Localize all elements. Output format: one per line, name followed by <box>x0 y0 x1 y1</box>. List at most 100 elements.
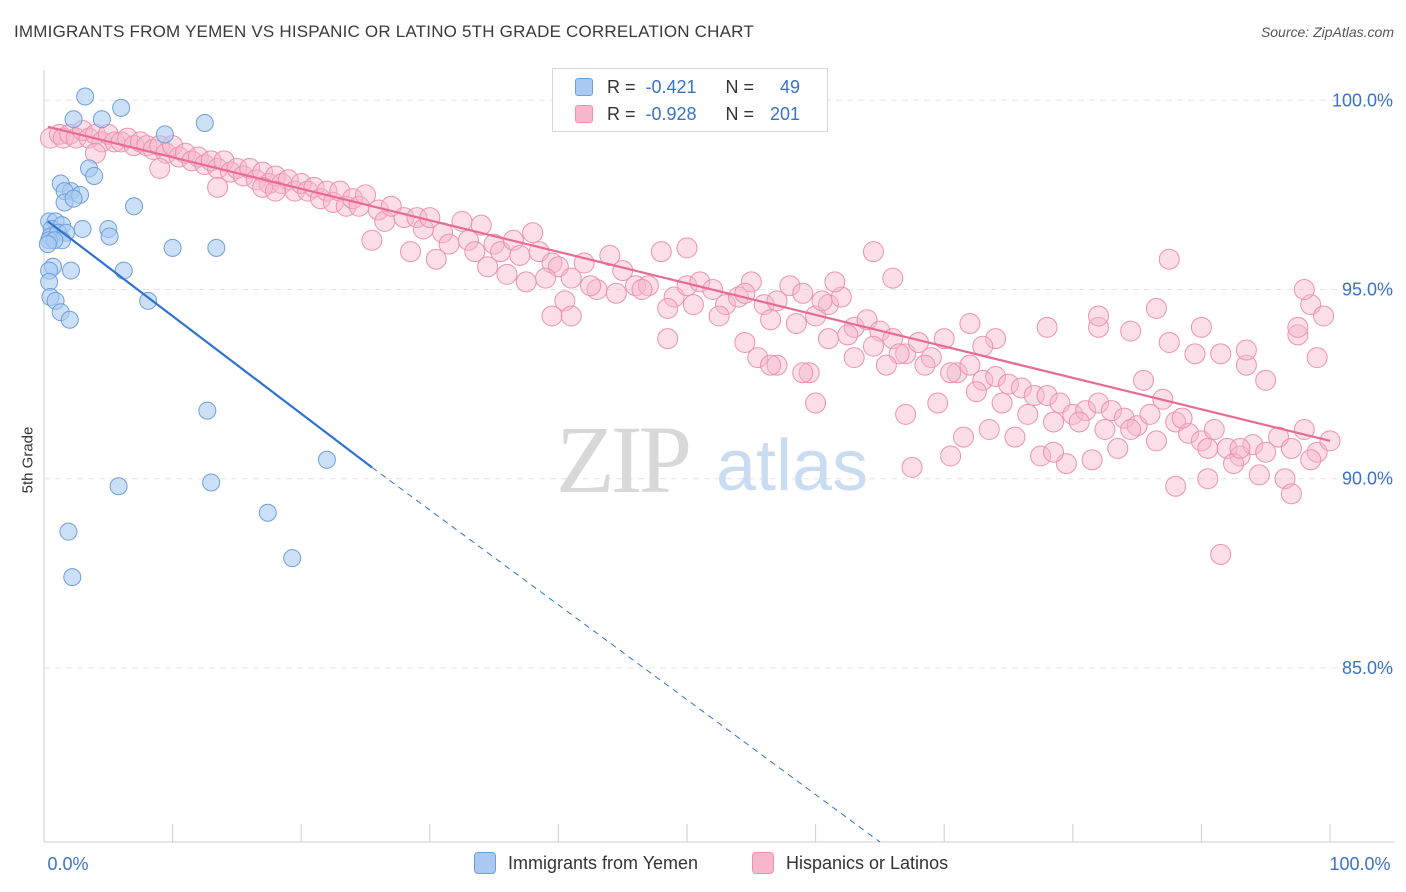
point-hispanic <box>625 275 647 297</box>
point-hispanic <box>1293 419 1315 441</box>
point-hispanic <box>862 241 884 263</box>
point-hispanic <box>1235 339 1257 361</box>
point-hispanic <box>1017 403 1039 425</box>
point-hispanic <box>1120 320 1142 342</box>
r-value: -0.928 <box>645 103 697 124</box>
point-hispanic <box>239 157 261 179</box>
point-hispanic <box>837 324 859 346</box>
watermark-atlas: atlas <box>716 426 868 506</box>
point-hispanic <box>477 256 499 278</box>
point-hispanic <box>940 445 962 467</box>
point-hispanic <box>862 335 884 357</box>
point-hispanic <box>760 309 782 331</box>
point-hispanic <box>1139 403 1161 425</box>
point-hispanic <box>682 294 704 316</box>
point-hispanic <box>747 347 769 369</box>
point-hispanic <box>509 244 531 266</box>
n-label: N = <box>725 76 755 97</box>
point-hispanic <box>715 294 737 316</box>
point-hispanic <box>605 282 627 304</box>
point-hispanic <box>708 305 730 327</box>
point-hispanic <box>740 271 762 293</box>
point-hispanic <box>952 426 974 448</box>
point-hispanic <box>940 362 962 384</box>
point-hispanic <box>985 366 1007 388</box>
point-hispanic <box>972 369 994 391</box>
point-hispanic <box>515 271 537 293</box>
point-hispanic <box>1158 248 1180 270</box>
point-hispanic <box>1255 441 1277 463</box>
r-value: -0.421 <box>645 76 697 97</box>
y-tick-label: 90.0% <box>1342 469 1393 489</box>
r-label: R = <box>607 103 636 124</box>
point-hispanic <box>1165 475 1187 497</box>
chart-title: IMMIGRANTS FROM YEMEN VS HISPANIC OR LAT… <box>14 22 754 41</box>
point-hispanic <box>1203 419 1225 441</box>
point-hispanic <box>1313 305 1335 327</box>
point-yemen <box>63 568 82 587</box>
point-hispanic <box>1287 324 1309 346</box>
point-yemen <box>85 166 104 185</box>
point-hispanic <box>805 392 827 414</box>
point-hispanic <box>361 229 383 251</box>
point-hispanic <box>824 271 846 293</box>
watermark: ZIP atlas <box>556 406 868 513</box>
legend-label-hispanic: Hispanics or Latinos <box>786 852 949 873</box>
point-hispanic <box>470 214 492 236</box>
point-hispanic <box>991 392 1013 414</box>
point-yemen <box>62 261 81 280</box>
swatch-hispanic <box>575 105 593 123</box>
point-hispanic <box>541 305 563 327</box>
r-label: R = <box>607 76 636 97</box>
point-hispanic <box>400 241 422 263</box>
point-hispanic <box>817 328 839 350</box>
point-hispanic <box>734 331 756 353</box>
y-tick-label: 95.0% <box>1342 279 1393 299</box>
y-tick-label: 100.0% <box>1332 90 1393 110</box>
point-hispanic <box>1088 316 1110 338</box>
point-hispanic <box>1120 419 1142 441</box>
point-yemen <box>112 98 131 117</box>
point-yemen <box>163 238 182 257</box>
point-hispanic <box>464 241 486 263</box>
point-hispanic <box>560 305 582 327</box>
point-hispanic <box>425 248 447 270</box>
legend-item-yemen[interactable]: Immigrants from Yemen <box>474 852 698 874</box>
point-hispanic <box>1280 437 1302 459</box>
point-hispanic <box>1088 305 1110 327</box>
point-yemen <box>64 110 83 129</box>
point-hispanic <box>760 354 782 376</box>
point-hispanic <box>580 275 602 297</box>
point-hispanic <box>535 267 557 289</box>
point-hispanic <box>843 347 865 369</box>
point-hispanic <box>1190 316 1212 338</box>
point-hispanic <box>933 328 955 350</box>
point-hispanic <box>1133 369 1155 391</box>
y-axis-label: 5th Grade <box>19 426 37 494</box>
point-hispanic <box>1043 411 1065 433</box>
stats-legend: R = -0.421 N = 49 R = -0.928 N = 201 <box>552 68 828 132</box>
point-hispanic <box>1004 426 1026 448</box>
point-hispanic <box>817 294 839 316</box>
legend-item-hispanic[interactable]: Hispanics or Latinos <box>752 852 948 874</box>
point-hispanic <box>998 373 1019 395</box>
point-hispanic <box>1113 407 1135 429</box>
point-hispanic <box>496 263 518 285</box>
point-yemen <box>100 227 119 246</box>
tick-labels: 100.0% 95.0% 90.0% 85.0% 0.0% 100.0% <box>47 90 1393 874</box>
x-tick-label: 0.0% <box>47 854 88 874</box>
stats-row-yemen: R = -0.421 N = 49 <box>575 75 800 99</box>
point-hispanic <box>965 381 987 403</box>
x-tick-label: 100.0% <box>1329 854 1390 874</box>
axes <box>43 70 1395 843</box>
watermark-zip: ZIP <box>556 406 689 513</box>
point-hispanic <box>1293 278 1315 300</box>
point-hispanic <box>1287 316 1309 338</box>
point-hispanic <box>181 150 203 172</box>
point-hispanic <box>1145 430 1167 452</box>
point-hispanic <box>1210 543 1232 565</box>
point-yemen <box>114 261 133 280</box>
point-yemen <box>92 110 111 129</box>
point-hispanic <box>1068 411 1090 433</box>
point-hispanic <box>1145 297 1167 319</box>
